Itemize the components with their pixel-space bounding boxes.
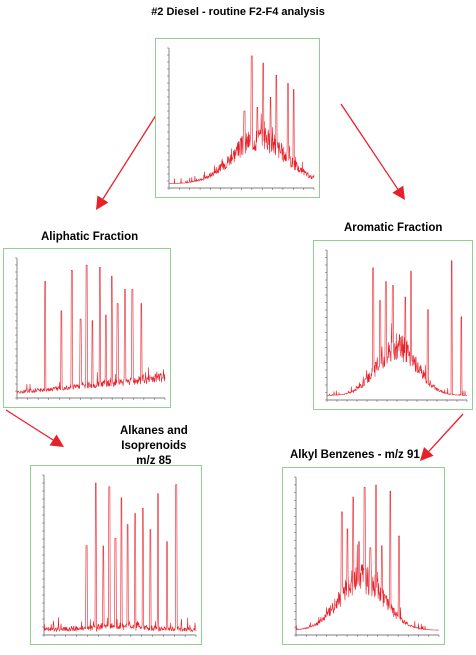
- aliphatic-fraction-title: Aliphatic Fraction: [41, 231, 139, 243]
- alkanes-title-line1: Alkanes and: [120, 425, 188, 437]
- alkanes-trace: [43, 482, 197, 633]
- alkyl_benzenes-trace: [295, 484, 439, 631]
- chart-frame: [282, 467, 445, 645]
- diesel-chromatogram: [155, 38, 320, 198]
- chart-frame: [155, 38, 320, 198]
- alkanes-chromatogram: [30, 465, 202, 645]
- arrow-to-aromatic: [340, 103, 405, 200]
- aromatic-trace: [327, 260, 467, 396]
- page-title: #2 Diesel - routine F2-F4 analysis: [151, 6, 325, 18]
- arrow-to-aliphatic: [96, 111, 159, 210]
- arrow-to-alkyl-benzenes: [420, 413, 464, 461]
- alkanes-title-line3: m/z 85: [136, 455, 172, 467]
- alkanes-isoprenoids-title: Alkanes and Isoprenoids m/z 85: [120, 424, 188, 469]
- aliphatic-trace: [16, 264, 166, 395]
- aromatic-chromatogram: [313, 240, 473, 410]
- diesel-trace: [168, 55, 315, 185]
- aromatic-fraction-title: Aromatic Fraction: [344, 222, 443, 234]
- arrow-to-alkanes: [5, 409, 64, 447]
- aliphatic-chromatogram: [3, 248, 171, 408]
- alkyl_benzenes-chart-svg: [282, 467, 445, 645]
- alkanes-chart-svg: [30, 465, 202, 645]
- aliphatic-chart-svg: [3, 248, 171, 408]
- alkanes-title-line2: Isoprenoids: [121, 440, 187, 452]
- chart-frame: [313, 240, 473, 410]
- alkyl-benzenes-title: Alkyl Benzenes - m/z 91: [290, 449, 420, 461]
- aromatic-chart-svg: [313, 240, 473, 410]
- alkyl-benzenes-chromatogram: [282, 467, 445, 645]
- diesel-chart-svg: [155, 38, 320, 198]
